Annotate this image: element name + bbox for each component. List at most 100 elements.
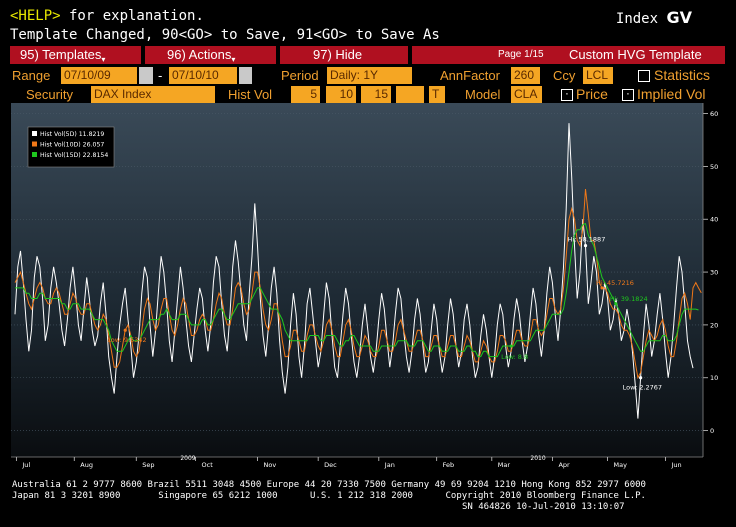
start-date-spacer[interactable] xyxy=(139,67,153,84)
histvol-window-4[interactable] xyxy=(396,86,424,103)
y-tick-label: 10 xyxy=(710,374,718,382)
end-date-spacer[interactable] xyxy=(239,67,252,84)
x-tick-label: Nov xyxy=(264,461,277,469)
help-key[interactable]: <HELP> xyxy=(10,8,61,24)
legend-entry: Hist Vol(10D) 26.057 xyxy=(40,142,104,149)
year-label: 2009 xyxy=(180,455,195,462)
legend-swatch xyxy=(32,152,37,157)
start-date-field[interactable]: 07/10/09 xyxy=(61,67,137,84)
range-label: Range xyxy=(12,68,51,83)
y-axis: 0 10 20 30 40 50 60 xyxy=(702,103,718,457)
extreme-marker xyxy=(583,244,588,248)
annfactor-label: AnnFactor xyxy=(440,68,500,83)
implied-vol-label: Implied Vol xyxy=(637,86,706,102)
extreme-marker xyxy=(614,302,618,306)
x-tick-label: Jun xyxy=(670,461,681,469)
x-tick-label: Jan xyxy=(384,461,395,469)
model-label: Model xyxy=(465,87,501,102)
ticker-header: Index GV xyxy=(616,8,692,27)
templates-label: 95) Templates xyxy=(20,47,102,62)
x-tick-label: Dec xyxy=(324,461,337,469)
extreme-label: Hi: 58.1887 xyxy=(568,236,606,244)
x-tick-label: May xyxy=(614,461,628,469)
x-tick-label: Oct xyxy=(202,461,214,469)
extreme-marker xyxy=(509,344,513,348)
annotations: Hi: 58.1887 Hi: 45.7216 Hi: 39.1824 Low: 9.… xyxy=(107,236,662,392)
histvol-window-1[interactable]: 5 xyxy=(291,86,320,103)
legend-box xyxy=(27,126,115,168)
y-tick-label: 60 xyxy=(710,110,718,118)
series-line-3 xyxy=(15,222,699,358)
footer-line-2: Japan 81 3 3201 8900 Singapore 65 6212 1… xyxy=(12,491,646,501)
price-label: Price xyxy=(576,86,608,102)
extreme-marker xyxy=(123,328,127,332)
ticker-label: Index xyxy=(615,11,659,27)
histvol-window-2[interactable]: 10 xyxy=(326,86,356,103)
page-indicator[interactable]: Page 1/15 xyxy=(498,49,544,60)
model-field[interactable]: CLA xyxy=(511,86,542,103)
hist-vol-chart[interactable]: Hi: 58.1887 Hi: 45.7216 Hi: 39.1824 Low: 9.… xyxy=(11,103,724,473)
actions-menu-button[interactable]: 96) Actions▾ xyxy=(145,46,276,64)
footer-line-3: SN 464826 10-Jul-2010 13:10:07 xyxy=(462,502,625,512)
template-bar: Page 1/15 Custom HVG Template xyxy=(412,46,725,64)
function-code: GV xyxy=(666,8,692,27)
y-tick-label: 50 xyxy=(710,163,718,171)
series-lines xyxy=(14,123,702,419)
end-date-field[interactable]: 07/10/10 xyxy=(169,67,237,84)
x-tick-label: Aug xyxy=(80,461,93,469)
actions-label: 96) Actions xyxy=(167,47,232,62)
period-field[interactable]: Daily: 1Y xyxy=(327,67,412,84)
range-dash: - xyxy=(158,68,163,83)
series-line-1 xyxy=(14,123,694,419)
extreme-label: Low: 9.5342 xyxy=(107,336,146,344)
y-tick-label: 0 xyxy=(710,427,714,435)
extreme-label: Low: 8.8 xyxy=(501,353,528,361)
x-tick-label: Jul xyxy=(21,461,30,469)
implied-vol-checkbox[interactable]: · xyxy=(622,89,634,101)
help-text: for explanation. xyxy=(60,8,204,24)
histvol-window-3[interactable]: 15 xyxy=(361,86,391,103)
chart-svg[interactable]: Hi: 58.1887 Hi: 45.7216 Hi: 39.1824 Low: 9.… xyxy=(11,103,724,473)
x-tick-label: Mar xyxy=(498,461,511,469)
period-label: Period xyxy=(281,68,319,83)
histvol-label: Hist Vol xyxy=(228,87,273,102)
templates-dropdown-icon: ▾ xyxy=(101,55,106,64)
extreme-marker xyxy=(639,376,643,380)
extreme-marker xyxy=(600,286,604,290)
ccy-field[interactable]: LCL xyxy=(583,67,613,84)
y-tick-label: 20 xyxy=(710,321,718,329)
series-line-2 xyxy=(14,188,702,380)
x-tick-label: Apr xyxy=(558,461,570,469)
y-tick-label: 40 xyxy=(710,216,718,224)
y-tick-label: 30 xyxy=(710,269,718,277)
ccy-label: Ccy xyxy=(553,68,576,83)
plot-area xyxy=(11,103,703,457)
extreme-label: Hi: 45.7216 xyxy=(596,279,634,287)
statistics-checkbox[interactable] xyxy=(638,70,650,82)
actions-dropdown-icon: ▾ xyxy=(231,55,236,64)
footer-line-1: Australia 61 2 9777 8600 Brazil 5511 304… xyxy=(12,480,646,490)
x-axis: Jul Aug Sep Oct Nov Dec Jan Feb Mar Apr May Jun 2009… xyxy=(11,455,703,469)
security-label: Security xyxy=(26,87,73,102)
templates-menu-button[interactable]: 95) Templates▾ xyxy=(10,46,141,64)
legend-entry: Hist Vol(5D) 11.8219 xyxy=(40,131,104,138)
hide-menu-button[interactable]: 97) Hide xyxy=(280,46,408,64)
annfactor-field[interactable]: 260 xyxy=(511,67,540,84)
price-checkbox[interactable]: · xyxy=(561,89,573,101)
security-field[interactable]: DAX Index xyxy=(91,86,215,103)
grid xyxy=(11,113,703,431)
x-tick-label: Feb xyxy=(443,461,455,469)
year-label: 2010 xyxy=(530,455,545,462)
legend-entry: Hist Vol(15D) 22.8154 xyxy=(40,152,108,159)
t-box[interactable]: T xyxy=(429,86,445,103)
legend: Hist Vol(5D) 11.8219 Hist Vol(10D) 26.057… xyxy=(27,126,115,168)
legend-swatch xyxy=(32,141,37,147)
x-tick-label: Sep xyxy=(142,461,154,469)
extreme-label: Low: 2.2767 xyxy=(623,384,662,392)
template-name[interactable]: Custom HVG Template xyxy=(569,47,702,62)
help-line: <HELP> for explanation. xyxy=(10,8,204,24)
statistics-label: Statistics xyxy=(654,67,711,83)
extreme-label: Hi: 39.1824 xyxy=(610,295,648,303)
status-message: Template Changed, 90<GO> to Save, 91<GO>… xyxy=(10,27,440,43)
hide-label: 97) Hide xyxy=(313,47,363,62)
